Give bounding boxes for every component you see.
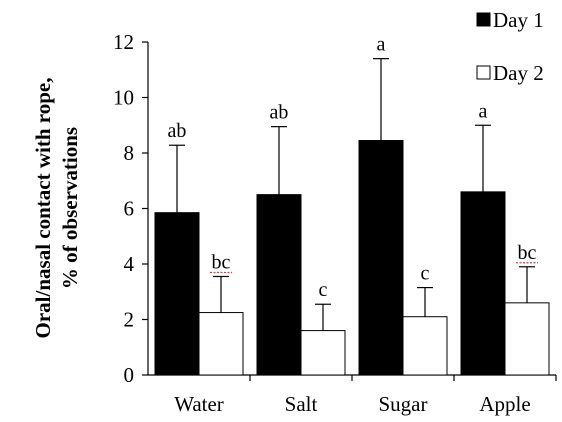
y-axis-title-line-2: % of observations (58, 127, 82, 289)
bar-day-1 (154, 212, 200, 376)
y-tick-label: 2 (124, 308, 135, 332)
x-axis-ticks: Water Salt Sugar Apple (174, 375, 557, 416)
x-category-label: Sugar (379, 392, 428, 416)
bar-day-2 (300, 330, 346, 376)
significance-letter: c (421, 263, 430, 285)
bar-series (154, 140, 550, 376)
x-category-label: Water (174, 392, 224, 416)
bar-day-1 (358, 140, 404, 376)
legend: Day 1 Day 2 (476, 8, 544, 85)
y-tick-label: 12 (113, 30, 134, 54)
significance-letter: ab (270, 102, 289, 124)
x-category-label: Salt (285, 392, 318, 416)
y-tick-label: 0 (124, 363, 135, 387)
bar-day-2 (402, 316, 448, 376)
legend-swatch-day-1 (476, 12, 491, 27)
significance-letter: bc (212, 251, 231, 273)
significance-letter: ab (168, 120, 187, 142)
significance-letter: a (377, 34, 386, 56)
significance-letter: a (479, 100, 488, 122)
y-axis-ticks: 0 2 4 6 8 10 12 (113, 30, 148, 387)
legend-label-day-1: Day 1 (493, 8, 544, 32)
y-tick-label: 6 (124, 197, 135, 221)
y-tick-label: 10 (113, 86, 134, 110)
y-tick-label: 4 (124, 252, 135, 276)
significance-letter: c (319, 279, 328, 301)
significance-letter: bc (518, 242, 537, 264)
y-axis-title: Oral/nasal contact with rope, % of obser… (31, 78, 82, 339)
x-category-label: Apple (479, 392, 530, 416)
y-axis-title-line-1: Oral/nasal contact with rope, (31, 78, 55, 339)
bar-day-2 (198, 312, 244, 376)
legend-swatch-day-2 (476, 65, 491, 80)
legend-label-day-2: Day 2 (493, 61, 544, 85)
y-tick-label: 8 (124, 141, 135, 165)
bar-day-1 (460, 191, 506, 376)
significance-letters: ab ab a a bc c c bc (168, 34, 538, 301)
bar-day-1 (256, 194, 302, 376)
error-bars (169, 58, 535, 331)
bar-day-2 (504, 302, 550, 376)
